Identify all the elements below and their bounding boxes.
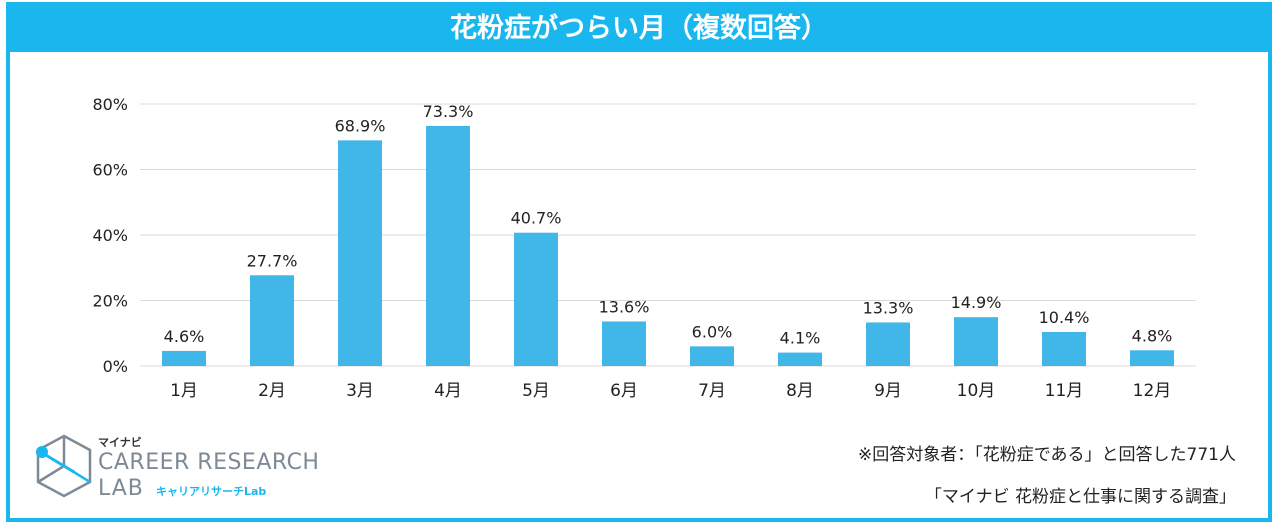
bar: [514, 232, 558, 366]
bar: [1042, 331, 1086, 366]
data-label: 6.0%: [692, 322, 733, 341]
data-label: 4.1%: [780, 329, 821, 348]
x-category-label: 11月: [1045, 381, 1084, 401]
gridlines: [140, 103, 1196, 367]
x-category-label: 10月: [957, 381, 996, 401]
data-label: 13.6%: [599, 297, 650, 316]
bar: [162, 350, 206, 366]
respondents-note: ※回答対象者：「花粉症である」と回答した771人: [857, 445, 1236, 465]
y-tick-label: 0%: [103, 357, 128, 376]
logo-brand: マイナビ: [98, 436, 142, 449]
data-label: 27.7%: [247, 251, 298, 270]
x-category-label: 1月: [170, 381, 198, 401]
bar: [602, 321, 646, 366]
y-tick-label: 40%: [92, 226, 128, 245]
x-category-label: 9月: [874, 381, 902, 401]
bar: [338, 140, 382, 366]
chart-frame: 花粉症がつらい月（複数回答）: [6, 2, 1272, 522]
x-category-label: 5月: [522, 381, 550, 401]
logo-line2: LAB: [98, 476, 144, 501]
bar: [954, 317, 998, 366]
data-label: 10.4%: [1039, 308, 1090, 327]
logo-line1: CAREER RESEARCH: [98, 450, 320, 475]
chart-title: 花粉症がつらい月（複数回答）: [10, 6, 1268, 52]
x-category-label: 7月: [698, 381, 726, 401]
x-category-label: 3月: [346, 381, 374, 401]
bar: [778, 352, 822, 366]
y-tick-label: 80%: [92, 95, 128, 114]
bar: [426, 125, 470, 366]
data-label: 14.9%: [951, 293, 1002, 312]
y-tick-label: 60%: [92, 161, 128, 180]
data-label: 68.9%: [335, 116, 386, 135]
y-tick-label: 20%: [92, 292, 128, 311]
bar: [250, 275, 294, 366]
bar: [866, 322, 910, 366]
data-label: 73.3%: [423, 102, 474, 121]
data-label: 4.8%: [1132, 326, 1173, 345]
survey-source: 「マイナビ 花粉症と仕事に関する調査」: [924, 487, 1236, 507]
bar-chart: 0% 20% 40% 60% 80% 4.6% 27.7% 68.9% 73.3% 40.7% 1…: [92, 95, 1196, 401]
bar: [1130, 350, 1174, 366]
logo-subtitle: キャリアリサーチLab: [156, 485, 267, 498]
bars: [162, 125, 1174, 366]
x-category-label: 4月: [434, 381, 462, 401]
lab-cube-icon: [36, 434, 92, 498]
y-axis-ticks: 0% 20% 40% 60% 80%: [92, 95, 128, 376]
x-category-label: 8月: [786, 381, 814, 401]
x-axis-categories: 1月 2月 3月 4月 5月 6月 7月 8月 9月 10月 11月 12月: [170, 381, 1171, 401]
career-research-lab-logo: マイナビ CAREER RESEARCH LAB キャリアリサーチLab: [30, 432, 320, 504]
x-category-label: 2月: [258, 381, 286, 401]
data-label: 13.3%: [863, 298, 914, 317]
x-category-label: 12月: [1133, 381, 1172, 401]
data-labels: 4.6% 27.7% 68.9% 73.3% 40.7% 13.6% 6.0% 4.1% 13.…: [164, 102, 1173, 348]
data-label: 4.6%: [164, 327, 205, 346]
bar: [690, 346, 734, 366]
x-category-label: 6月: [610, 381, 638, 401]
data-label: 40.7%: [511, 209, 562, 228]
